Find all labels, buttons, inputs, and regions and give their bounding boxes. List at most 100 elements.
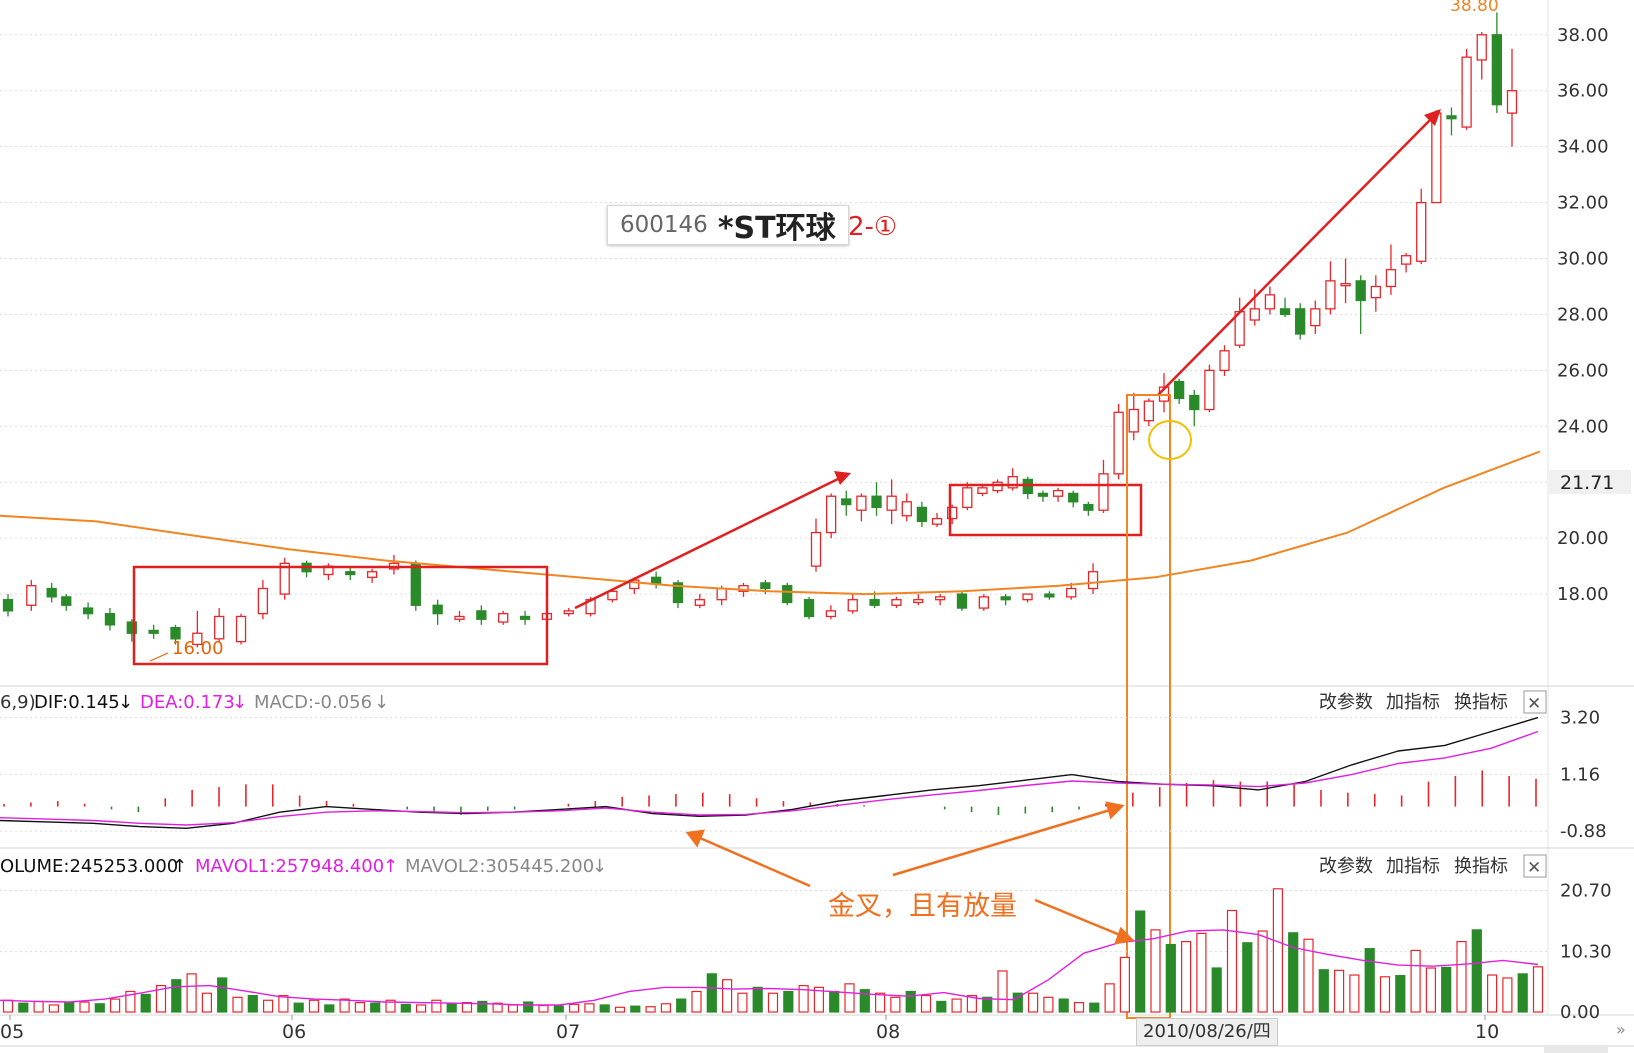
macd-edit-params-button[interactable]: 改参数 xyxy=(1319,692,1373,713)
price-tick-label: 38.00 xyxy=(1557,25,1609,46)
volume-label: OLUME:245253.000 xyxy=(0,856,178,877)
candle-body xyxy=(847,599,858,612)
candle-body xyxy=(170,626,181,640)
volume-bar xyxy=(109,998,121,1013)
dif-line xyxy=(0,716,1539,830)
volume-bar xyxy=(645,1006,656,1013)
dea-label: DEA:0.173 xyxy=(140,692,235,713)
candle-body xyxy=(607,590,618,601)
volume-bar xyxy=(1135,910,1146,1013)
volume-bar xyxy=(385,999,396,1013)
macd-switch-indicator-button[interactable]: 换指标 xyxy=(1454,692,1508,713)
volume-bar xyxy=(1104,983,1115,1013)
date-tick-label: 06 xyxy=(282,1021,306,1043)
volume-bar xyxy=(1027,992,1039,1013)
volume-add-indicator-button[interactable]: 加指标 xyxy=(1386,856,1440,877)
price-tick-label: 30.00 xyxy=(1557,249,1609,270)
candle-body xyxy=(1446,115,1457,120)
candle-body xyxy=(1370,285,1381,299)
candle-body xyxy=(825,495,837,534)
price-candles xyxy=(2,12,1518,648)
volume-bar xyxy=(1303,938,1314,1013)
volume-bar xyxy=(339,998,350,1013)
candle-body xyxy=(1189,394,1200,411)
volume-bar xyxy=(1486,974,1498,1013)
volume-bar xyxy=(783,990,794,1013)
candle-body xyxy=(192,632,203,646)
volume-bar xyxy=(798,984,809,1013)
candle-body xyxy=(1000,596,1011,601)
volume-bar xyxy=(2,999,14,1013)
date-cursor-label: 2010/08/26/四 xyxy=(1136,1018,1278,1046)
volume-bar xyxy=(1349,974,1360,1013)
candle-body xyxy=(563,610,574,615)
volume-bar xyxy=(676,998,687,1013)
volume-edit-params-button[interactable]: 改参数 xyxy=(1319,856,1373,877)
volume-bar xyxy=(1165,943,1176,1013)
candle-body xyxy=(1325,280,1336,310)
volume-close-button[interactable] xyxy=(1523,854,1547,878)
candle-body xyxy=(1249,308,1260,321)
expand-icon[interactable]: » xyxy=(1616,1020,1626,1039)
candle-body xyxy=(650,576,662,584)
volume-bar xyxy=(691,990,702,1013)
macd-close-button[interactable] xyxy=(1523,690,1547,714)
candle-body xyxy=(1143,400,1155,422)
volume-bar xyxy=(1226,909,1238,1013)
volume-bar xyxy=(1058,998,1069,1013)
volume-bar xyxy=(64,1002,75,1013)
trend-arrow-1 xyxy=(574,471,851,610)
price-tick-label: 36.00 xyxy=(1557,81,1609,102)
stock-title-box: 600146 *ST环球 xyxy=(607,205,849,246)
candle-body xyxy=(916,506,928,523)
volume-bar xyxy=(890,996,901,1013)
date-tick-label: 05 xyxy=(0,1021,24,1043)
candle-body xyxy=(978,596,989,609)
svg-text:↑: ↑ xyxy=(172,856,187,877)
macd-add-indicator-button[interactable]: 加指标 xyxy=(1386,692,1440,713)
candle-body xyxy=(803,599,815,618)
candle-body xyxy=(345,571,356,576)
volume-toolbar: 改参数 加指标 换指标 ✕ xyxy=(1319,854,1547,878)
svg-text:DIF:0.145: DIF:0.145 xyxy=(34,692,120,713)
candle-body xyxy=(934,596,946,601)
volume-bar xyxy=(1043,996,1054,1013)
mavol1-line xyxy=(0,929,1539,1006)
volume-bar xyxy=(966,994,978,1013)
candle-body xyxy=(1385,269,1397,288)
candle-body xyxy=(891,599,902,606)
candle-body xyxy=(992,481,1003,492)
volume-bar xyxy=(1257,930,1268,1013)
macd-value-label: MACD:-0.056 xyxy=(254,692,372,713)
volume-bar xyxy=(905,990,916,1013)
candle-body xyxy=(1416,201,1427,262)
volume-bar xyxy=(308,999,320,1013)
candle-body xyxy=(476,610,487,620)
volume-bar xyxy=(1502,977,1513,1013)
candle-body xyxy=(498,613,509,623)
candle-body xyxy=(1431,112,1442,204)
volume-bar xyxy=(813,986,825,1013)
volume-bar xyxy=(1012,992,1023,1013)
volume-bar xyxy=(1318,969,1329,1013)
volume-bar xyxy=(48,1004,60,1013)
volume-bar xyxy=(538,1004,549,1013)
svg-text:↓: ↓ xyxy=(232,692,247,713)
price-tick-label: 28.00 xyxy=(1557,304,1609,325)
candle-body xyxy=(1476,34,1487,61)
candle-body xyxy=(1022,593,1033,601)
volume-bar xyxy=(1456,940,1467,1013)
candle-body xyxy=(126,621,137,634)
mavol2-arrow: ↓ xyxy=(592,856,607,877)
candle-body xyxy=(1022,478,1033,495)
volume-switch-indicator-button[interactable]: 换指标 xyxy=(1454,856,1508,877)
volume-close-icon: ✕ xyxy=(1527,858,1541,878)
svg-text:MAVOL1:257948.400: MAVOL1:257948.400 xyxy=(195,856,384,877)
annotation-arrows xyxy=(685,801,1135,945)
candle-body xyxy=(82,607,94,615)
candle-body xyxy=(26,585,37,606)
candle-body xyxy=(760,582,771,590)
svg-text:↑: ↑ xyxy=(383,856,398,877)
candle-body xyxy=(962,487,973,509)
low-price-arrow xyxy=(149,652,169,662)
